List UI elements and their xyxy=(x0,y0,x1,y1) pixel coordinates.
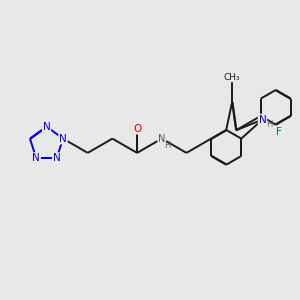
Text: N: N xyxy=(53,153,61,163)
Text: H: H xyxy=(164,141,170,150)
Text: F: F xyxy=(276,127,282,137)
Text: H: H xyxy=(266,121,272,130)
Text: N: N xyxy=(43,122,50,132)
Text: O: O xyxy=(133,124,141,134)
Text: N: N xyxy=(158,134,166,144)
Text: N: N xyxy=(259,115,266,124)
Text: N: N xyxy=(32,153,40,163)
Text: N: N xyxy=(59,134,67,144)
Text: CH₃: CH₃ xyxy=(224,73,240,82)
